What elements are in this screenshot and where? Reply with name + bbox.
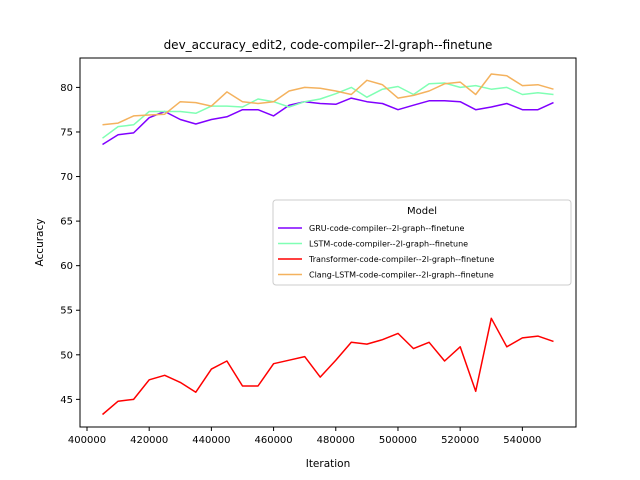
legend: Model GRU-code-compiler--2l-graph--finet… — [272, 199, 572, 286]
legend-label-2: LSTM-code-compiler--2l-graph--finetune — [309, 240, 468, 249]
x-tick-label: 440000 — [192, 435, 230, 446]
x-tick-label: 520000 — [441, 435, 479, 446]
legend-title: Model — [407, 206, 437, 217]
x-axis: 400000 420000 440000 460000 480000 500000 5200… — [68, 427, 541, 446]
y-tick-label: 65 — [60, 217, 73, 228]
x-tick-label: 400000 — [68, 435, 106, 446]
y-tick-label: 60 — [60, 261, 73, 272]
legend-label-3: Transformer-code-compiler--2l-graph--fin… — [308, 255, 494, 264]
series-layer — [102, 73, 554, 416]
y-tick-label: 75 — [60, 127, 73, 138]
x-tick-label: 500000 — [379, 435, 417, 446]
x-tick-label: 480000 — [317, 435, 355, 446]
legend-label-4: Clang-LSTM-code-compiler--2l-graph--fine… — [309, 271, 494, 280]
y-axis-label: Accuracy — [34, 219, 46, 267]
x-tick-label: 460000 — [254, 435, 292, 446]
series-line-1 — [102, 97, 554, 146]
series-line-3 — [102, 317, 554, 416]
y-tick-label: 55 — [60, 306, 73, 317]
y-tick-label: 70 — [60, 172, 73, 183]
plot-frame — [79, 57, 577, 428]
legend-box — [272, 199, 572, 286]
x-axis-label: Iteration — [306, 458, 351, 470]
y-tick-label: 50 — [60, 350, 73, 361]
y-tick-label: 80 — [60, 83, 73, 94]
chart-title: dev_accuracy_edit2, code-compiler--2l-gr… — [164, 38, 493, 52]
x-tick-label: 540000 — [503, 435, 541, 446]
y-tick-label: 45 — [60, 395, 73, 406]
series-line-4 — [102, 73, 554, 126]
series-line-2 — [102, 82, 554, 139]
legend-label-1: GRU-code-compiler--2l-graph--finetune — [309, 224, 464, 233]
y-axis: 45 50 55 60 65 70 75 80 — [60, 83, 80, 406]
x-tick-label: 420000 — [130, 435, 168, 446]
